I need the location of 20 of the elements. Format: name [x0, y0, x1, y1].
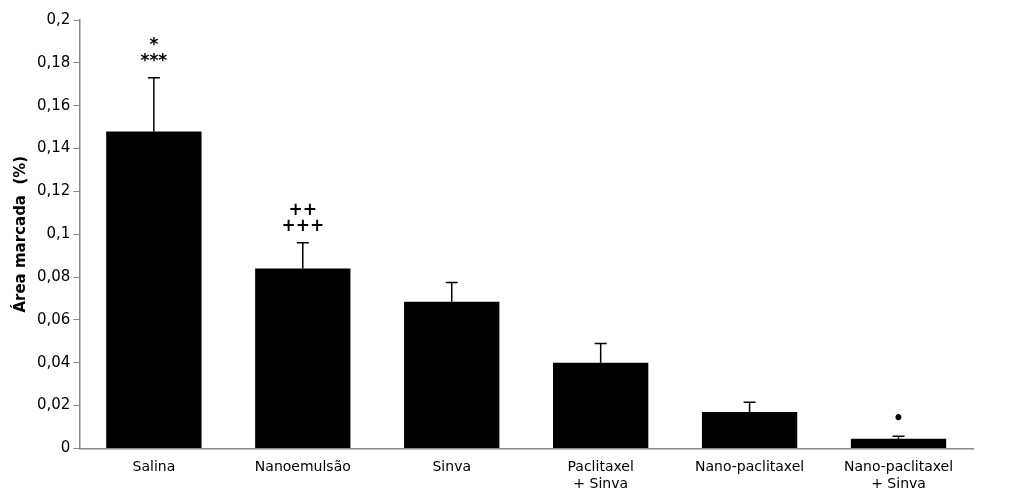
x-tick-label: Nano-paclitaxel	[695, 458, 805, 475]
y-tick-label: 0,1	[46, 224, 71, 243]
y-tick-label: 0,04	[36, 352, 71, 371]
y-axis-title: Área marcada (%)	[9, 155, 29, 313]
x-tick-label: Paclitaxel + Sinva	[567, 458, 634, 492]
x-tick-label: Sinva	[432, 458, 471, 475]
y-tick-label: 0,18	[36, 52, 71, 71]
y-tick-label: 0,06	[36, 309, 71, 328]
x-tick-label: Nano-paclitaxel + Sinva	[843, 458, 954, 492]
bar	[850, 438, 947, 448]
y-tick-label: 0	[60, 438, 71, 457]
y-tick-label: 0,2	[46, 9, 71, 28]
y-tick-label: 0,02	[36, 395, 71, 414]
y-tick-label: 0,14	[36, 138, 71, 157]
annotation: •	[893, 408, 904, 429]
y-tick-label: 0,08	[36, 266, 71, 285]
x-tick-label: Salina	[132, 458, 176, 475]
y-tick-label: 0,16	[36, 95, 71, 114]
y-tick-label: 0,12	[36, 181, 71, 200]
x-tick-label: Nanoemulsão	[254, 458, 351, 475]
